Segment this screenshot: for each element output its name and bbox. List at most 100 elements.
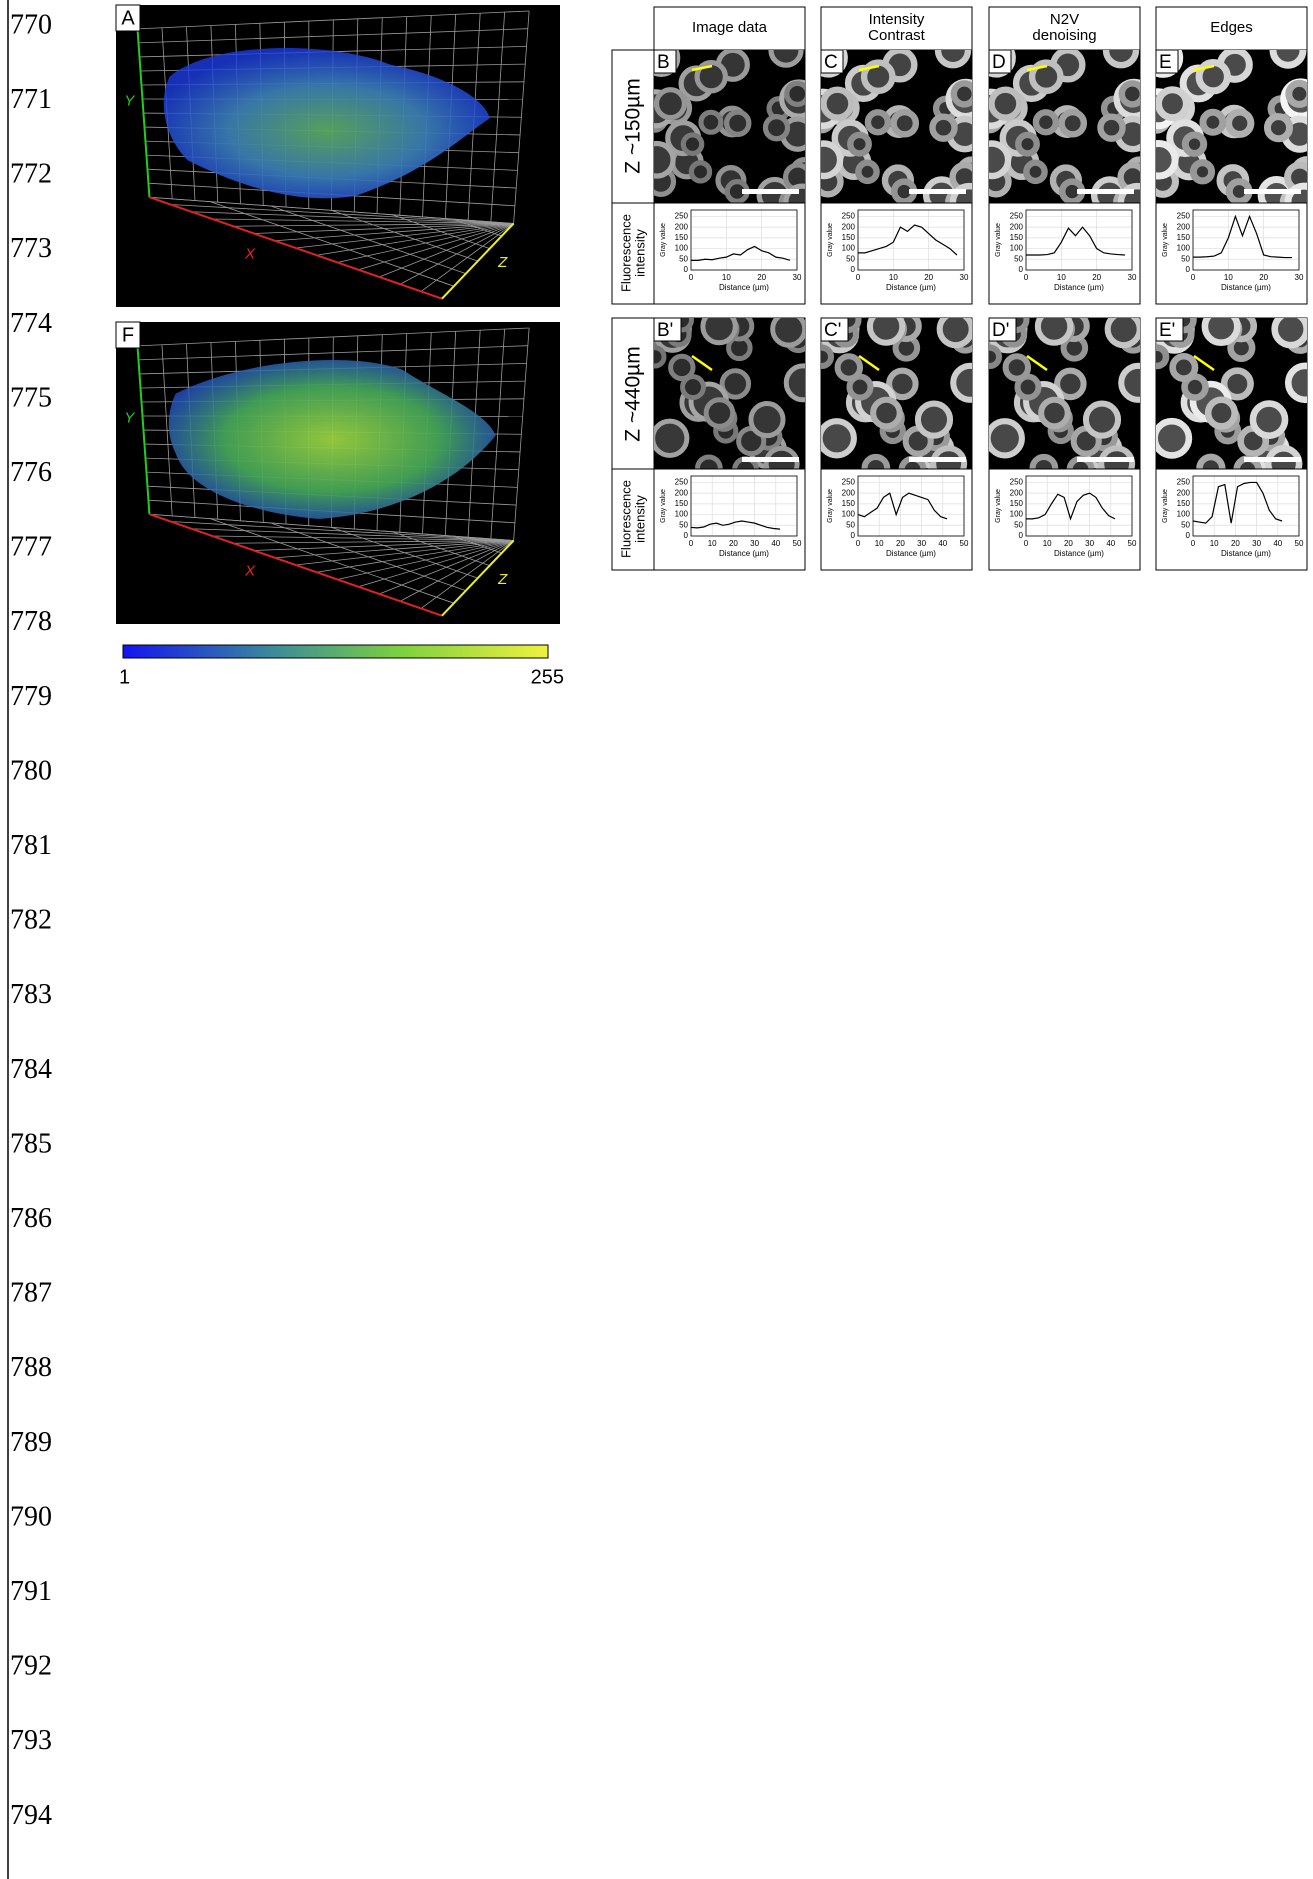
x-tick-label: 30	[750, 539, 759, 548]
cell	[1018, 135, 1036, 153]
line-number: 780	[10, 755, 52, 786]
x-tick-label: 20	[1092, 273, 1101, 282]
cell	[1122, 83, 1143, 104]
scale-bar	[742, 189, 799, 194]
figure: 7707717727737747757767777787797807817827…	[0, 0, 1313, 1879]
cell	[1026, 163, 1044, 181]
cell	[1185, 135, 1203, 153]
x-tick-label: 0	[856, 539, 861, 548]
y-tick-label: 100	[675, 510, 689, 519]
x-axis-title: Distance (µm)	[719, 283, 769, 292]
line-number: 789	[10, 1427, 52, 1458]
x-tick-label: 10	[722, 273, 731, 282]
y-tick-label: 250	[675, 478, 689, 487]
line-number: 775	[10, 382, 52, 413]
y-tick-label: 200	[675, 222, 689, 231]
y-tick-label: 100	[1010, 510, 1024, 519]
x-axis-title: Distance (µm)	[1054, 283, 1104, 292]
cell	[751, 404, 783, 436]
y-tick-label: 200	[1177, 488, 1191, 497]
overview-panel: YXZA	[116, 5, 560, 307]
cell	[1203, 112, 1223, 132]
cell	[1036, 112, 1056, 132]
y-tick-label: 50	[1014, 254, 1023, 263]
y-tick-label: 0	[851, 531, 856, 540]
cell	[1267, 117, 1289, 139]
x-tick-label: 50	[793, 539, 802, 548]
panel-label: E'	[1159, 320, 1175, 341]
x-tick-label: 30	[960, 273, 969, 282]
y-axis-title: Gray value	[827, 223, 834, 257]
y-tick-label: 250	[1177, 478, 1191, 487]
cell	[1041, 400, 1068, 427]
x-tick-label: 40	[1106, 539, 1115, 548]
x-tick-label: 0	[1024, 539, 1029, 548]
panel-label: D'	[992, 320, 1009, 341]
y-tick-label: 50	[679, 520, 688, 529]
cell	[1155, 421, 1189, 455]
y-tick-label: 0	[684, 531, 689, 540]
cell	[981, 348, 999, 366]
line-number: 793	[10, 1725, 52, 1756]
cell	[894, 112, 916, 134]
x-tick-label: 50	[1128, 539, 1137, 548]
cell	[873, 400, 900, 427]
cell	[823, 90, 851, 118]
cell	[808, 143, 841, 176]
y-tick-label: 100	[675, 244, 689, 253]
profile-axis-title: intensity	[632, 229, 647, 277]
column-header: denoising	[1032, 27, 1096, 44]
y-tick-label: 100	[842, 244, 856, 253]
line-number: 788	[10, 1352, 52, 1383]
y-tick-label: 150	[675, 233, 689, 242]
scale-bar	[1244, 457, 1301, 462]
y-axis-title: Gray value	[827, 489, 834, 523]
line-number: 794	[10, 1800, 52, 1831]
panel-label: B'	[657, 320, 673, 341]
cell	[858, 163, 876, 181]
y-tick-label: 250	[675, 212, 689, 221]
column-header: Contrast	[868, 27, 926, 44]
cell	[1289, 83, 1310, 104]
x-tick-label: 10	[875, 539, 884, 548]
line-number: 783	[10, 979, 52, 1010]
cell	[1173, 356, 1195, 378]
cell	[1143, 143, 1176, 176]
row-label: Z ~440µm	[622, 346, 645, 442]
line-number: 773	[10, 233, 52, 264]
y-tick-label: 50	[1181, 520, 1190, 529]
y-tick-label: 200	[675, 488, 689, 497]
cell	[691, 163, 709, 181]
x-tick-label: 20	[1259, 273, 1268, 282]
overview-panel: YXZF	[116, 322, 560, 624]
line-number: 772	[10, 159, 52, 190]
cell	[1148, 348, 1166, 366]
x-tick-label: 40	[771, 539, 780, 548]
y-tick-label: 50	[1014, 520, 1023, 529]
cell	[706, 400, 733, 427]
y-tick-label: 150	[1177, 233, 1191, 242]
panel-label: A	[121, 7, 135, 29]
cell	[988, 421, 1022, 455]
scale-bar	[909, 189, 966, 194]
x-axis-title: Distance (µm)	[886, 283, 936, 292]
scale-bar	[1077, 457, 1134, 462]
cell	[820, 421, 854, 455]
cell	[703, 310, 735, 342]
page: 7707717727737747757767777787797807817827…	[0, 0, 1313, 1879]
cell	[1158, 90, 1186, 118]
x-tick-label: 20	[1064, 539, 1073, 548]
row-label: Z ~150µm	[622, 78, 645, 174]
y-tick-label: 50	[679, 254, 688, 263]
line-number: 786	[10, 1203, 52, 1234]
cell	[1062, 112, 1084, 134]
y-tick-label: 200	[1010, 488, 1024, 497]
y-axis-title: Gray value	[995, 223, 1002, 257]
x-tick-label: 0	[689, 539, 694, 548]
cell	[787, 83, 808, 104]
cell	[1086, 404, 1118, 436]
line-number: 776	[10, 457, 52, 488]
cell	[991, 90, 1019, 118]
y-tick-label: 100	[1177, 510, 1191, 519]
x-tick-label: 0	[1191, 273, 1196, 282]
